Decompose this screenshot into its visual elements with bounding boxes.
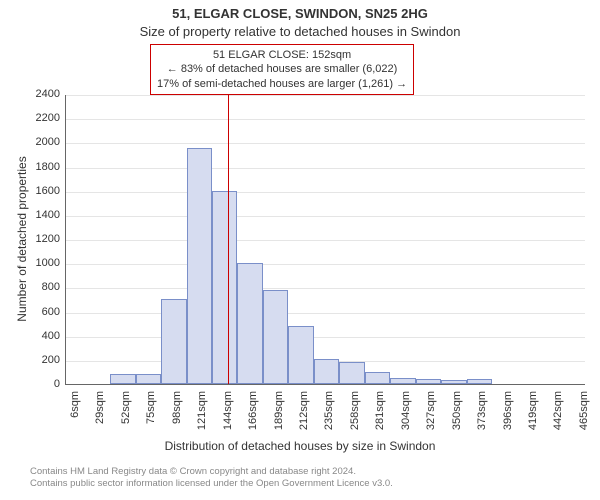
- property-marker-line: [228, 95, 229, 384]
- plot-area: [65, 95, 585, 385]
- xtick-label: 304sqm: [400, 391, 412, 435]
- info-box-line: ← 83% of detached houses are smaller (6,…: [157, 62, 407, 76]
- histogram-bar: [365, 372, 390, 384]
- chart-subtitle: Size of property relative to detached ho…: [0, 24, 600, 39]
- histogram-bar: [467, 379, 492, 384]
- info-box: 51 ELGAR CLOSE: 152sqm← 83% of detached …: [150, 44, 414, 95]
- info-box-line: 51 ELGAR CLOSE: 152sqm: [157, 48, 407, 62]
- xtick-label: 189sqm: [273, 391, 285, 435]
- x-axis-label: Distribution of detached houses by size …: [0, 439, 600, 453]
- xtick-label: 6sqm: [69, 391, 81, 435]
- xtick-label: 350sqm: [451, 391, 463, 435]
- xtick-label: 98sqm: [171, 391, 183, 435]
- ytick-label: 1800: [25, 161, 60, 173]
- xtick-label: 258sqm: [349, 391, 361, 435]
- ytick-label: 2200: [25, 112, 60, 124]
- ytick-label: 200: [25, 354, 60, 366]
- gridline: [66, 216, 585, 217]
- gridline: [66, 240, 585, 241]
- gridline: [66, 337, 585, 338]
- ytick-label: 1000: [25, 257, 60, 269]
- xtick-label: 52sqm: [120, 391, 132, 435]
- ytick-label: 1600: [25, 185, 60, 197]
- info-box-line: 17% of semi-detached houses are larger (…: [157, 77, 407, 91]
- histogram-bar: [110, 374, 135, 384]
- xtick-label: 442sqm: [552, 391, 564, 435]
- ytick-label: 1400: [25, 209, 60, 221]
- xtick-label: 281sqm: [374, 391, 386, 435]
- xtick-label: 29sqm: [94, 391, 106, 435]
- gridline: [66, 264, 585, 265]
- ytick-label: 2000: [25, 136, 60, 148]
- histogram-bar: [187, 148, 212, 384]
- ytick-label: 800: [25, 281, 60, 293]
- footer-attribution: Contains HM Land Registry data © Crown c…: [30, 466, 393, 491]
- xtick-label: 327sqm: [425, 391, 437, 435]
- gridline: [66, 313, 585, 314]
- histogram-bar: [339, 362, 364, 384]
- histogram-bar: [390, 378, 415, 384]
- xtick-label: 166sqm: [247, 391, 259, 435]
- histogram-bar: [263, 290, 288, 384]
- gridline: [66, 119, 585, 120]
- ytick-label: 0: [25, 378, 60, 390]
- chart-title-address: 51, ELGAR CLOSE, SWINDON, SN25 2HG: [0, 6, 600, 21]
- gridline: [66, 168, 585, 169]
- histogram-bar: [212, 191, 237, 384]
- xtick-label: 235sqm: [323, 391, 335, 435]
- gridline: [66, 143, 585, 144]
- ytick-label: 1200: [25, 233, 60, 245]
- histogram-bar: [136, 374, 161, 384]
- gridline: [66, 192, 585, 193]
- xtick-label: 144sqm: [222, 391, 234, 435]
- gridline: [66, 95, 585, 96]
- xtick-label: 465sqm: [578, 391, 590, 435]
- footer-line: Contains HM Land Registry data © Crown c…: [30, 466, 393, 478]
- gridline: [66, 288, 585, 289]
- xtick-label: 419sqm: [527, 391, 539, 435]
- ytick-label: 600: [25, 306, 60, 318]
- histogram-bar: [314, 359, 339, 384]
- xtick-label: 212sqm: [298, 391, 310, 435]
- histogram-bar: [441, 380, 466, 384]
- xtick-label: 373sqm: [476, 391, 488, 435]
- ytick-label: 2400: [25, 88, 60, 100]
- histogram-bar: [288, 326, 313, 384]
- histogram-bar: [161, 299, 186, 384]
- ytick-label: 400: [25, 330, 60, 342]
- xtick-label: 396sqm: [502, 391, 514, 435]
- histogram-bar: [237, 263, 262, 384]
- histogram-bar: [416, 379, 441, 384]
- xtick-label: 121sqm: [196, 391, 208, 435]
- footer-line: Contains public sector information licen…: [30, 478, 393, 490]
- xtick-label: 75sqm: [145, 391, 157, 435]
